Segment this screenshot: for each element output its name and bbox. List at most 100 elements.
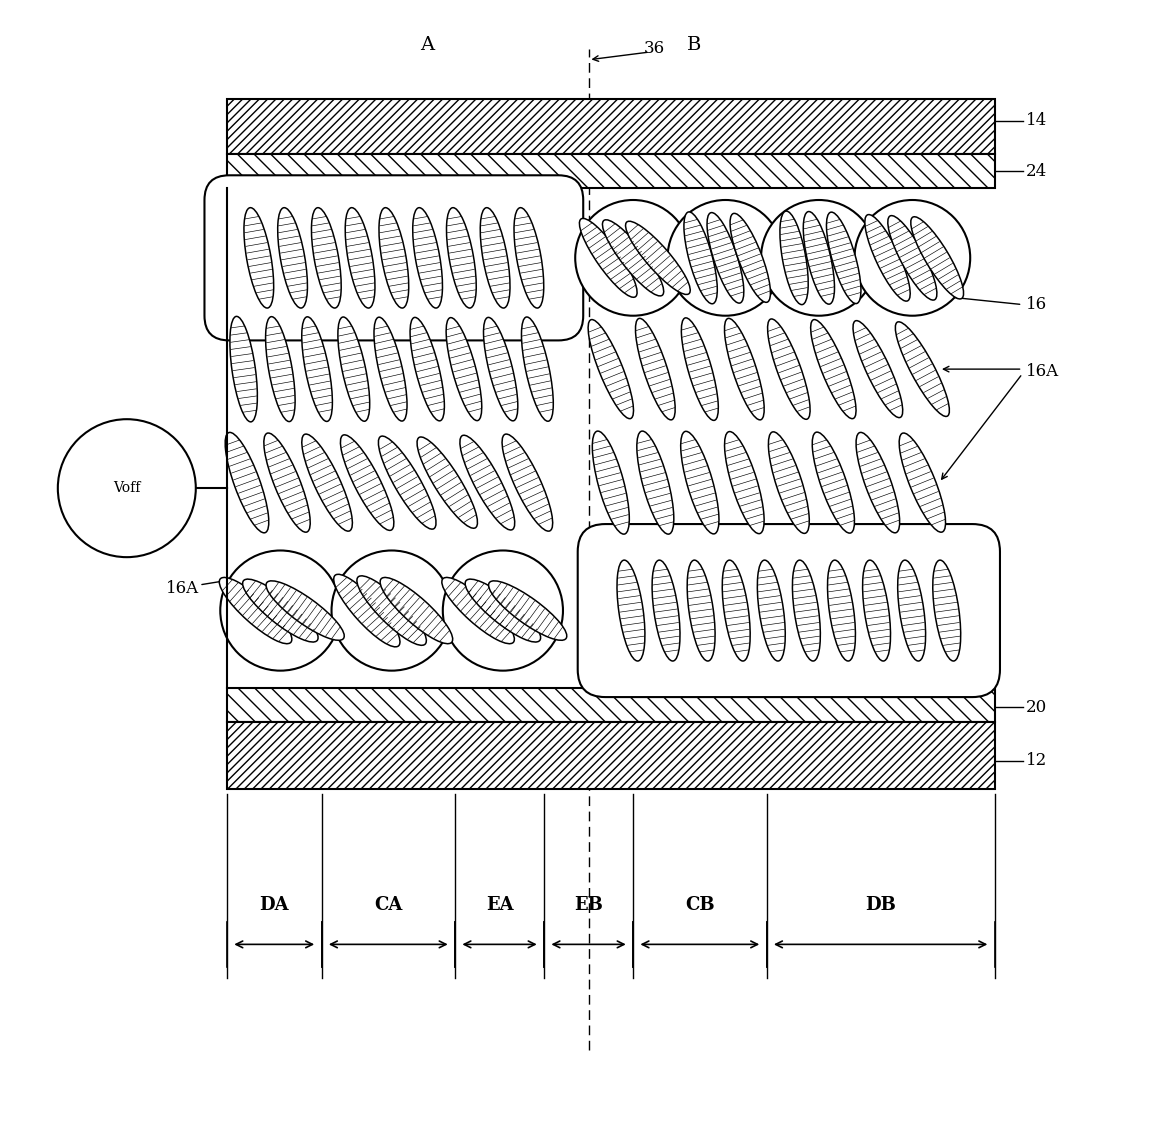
Ellipse shape <box>489 581 567 640</box>
Ellipse shape <box>219 577 292 643</box>
Text: B: B <box>687 36 702 54</box>
Ellipse shape <box>302 317 332 421</box>
Ellipse shape <box>767 319 810 419</box>
Text: 16A: 16A <box>1026 363 1059 380</box>
Text: 14: 14 <box>1026 112 1047 130</box>
Ellipse shape <box>302 434 352 531</box>
Ellipse shape <box>380 577 452 643</box>
Ellipse shape <box>617 560 645 661</box>
Text: EB: EB <box>574 897 603 915</box>
Ellipse shape <box>465 580 541 642</box>
Ellipse shape <box>603 220 663 296</box>
Text: CB: CB <box>684 897 715 915</box>
Ellipse shape <box>311 207 342 308</box>
Ellipse shape <box>266 581 344 640</box>
Ellipse shape <box>687 560 715 661</box>
Ellipse shape <box>898 560 926 661</box>
Ellipse shape <box>810 319 856 418</box>
Ellipse shape <box>413 207 442 308</box>
Ellipse shape <box>484 317 518 420</box>
Ellipse shape <box>722 560 750 661</box>
Ellipse shape <box>637 432 674 534</box>
Text: DA: DA <box>259 897 289 915</box>
Ellipse shape <box>459 435 514 530</box>
Ellipse shape <box>887 215 937 300</box>
Ellipse shape <box>895 322 949 416</box>
Ellipse shape <box>911 216 963 299</box>
Ellipse shape <box>410 317 444 420</box>
Text: A: A <box>420 36 434 54</box>
Ellipse shape <box>635 318 675 420</box>
Circle shape <box>761 200 877 316</box>
Ellipse shape <box>503 434 553 531</box>
Circle shape <box>855 200 970 316</box>
Ellipse shape <box>854 321 902 418</box>
Circle shape <box>575 200 691 316</box>
Ellipse shape <box>243 580 318 642</box>
Ellipse shape <box>333 574 400 647</box>
Ellipse shape <box>340 435 394 530</box>
Ellipse shape <box>521 317 554 421</box>
Ellipse shape <box>768 432 809 534</box>
Ellipse shape <box>793 560 821 661</box>
FancyBboxPatch shape <box>204 175 583 341</box>
Circle shape <box>220 550 340 670</box>
Text: 36: 36 <box>644 40 666 57</box>
Ellipse shape <box>588 319 633 418</box>
Ellipse shape <box>264 433 310 532</box>
Ellipse shape <box>345 207 375 308</box>
Ellipse shape <box>442 577 514 643</box>
Ellipse shape <box>379 436 436 529</box>
FancyBboxPatch shape <box>577 524 1000 697</box>
Ellipse shape <box>707 213 744 303</box>
Ellipse shape <box>266 316 295 421</box>
Text: 24: 24 <box>1026 163 1047 179</box>
Ellipse shape <box>780 211 808 305</box>
Ellipse shape <box>417 437 477 528</box>
Circle shape <box>668 200 784 316</box>
Ellipse shape <box>933 560 961 661</box>
Ellipse shape <box>681 318 718 420</box>
Text: 20: 20 <box>1026 698 1047 716</box>
Ellipse shape <box>865 214 911 302</box>
Text: 16A: 16A <box>166 580 199 596</box>
Text: 12: 12 <box>1026 752 1047 769</box>
Bar <box>227 155 995 187</box>
Ellipse shape <box>863 560 891 661</box>
Ellipse shape <box>828 560 856 661</box>
Ellipse shape <box>724 318 764 420</box>
Ellipse shape <box>625 221 690 295</box>
Circle shape <box>443 550 563 670</box>
Text: EA: EA <box>486 897 513 915</box>
Ellipse shape <box>278 207 308 308</box>
Ellipse shape <box>592 432 630 534</box>
Text: 16: 16 <box>1026 296 1047 313</box>
Bar <box>227 722 995 788</box>
Ellipse shape <box>758 560 785 661</box>
Ellipse shape <box>447 317 482 420</box>
Ellipse shape <box>374 317 407 421</box>
Circle shape <box>331 550 451 670</box>
Bar <box>227 688 995 722</box>
Ellipse shape <box>230 316 258 421</box>
Ellipse shape <box>338 317 370 421</box>
Ellipse shape <box>827 212 861 304</box>
Ellipse shape <box>514 207 543 308</box>
Ellipse shape <box>681 432 719 534</box>
Ellipse shape <box>357 576 427 646</box>
Ellipse shape <box>379 207 409 308</box>
Ellipse shape <box>225 433 269 532</box>
Ellipse shape <box>730 213 771 303</box>
Ellipse shape <box>899 433 946 532</box>
Ellipse shape <box>652 560 680 661</box>
Text: DB: DB <box>865 897 897 915</box>
Ellipse shape <box>856 433 900 532</box>
Bar <box>227 99 995 155</box>
Text: Voff: Voff <box>113 481 140 495</box>
Circle shape <box>58 419 196 557</box>
Ellipse shape <box>244 207 274 308</box>
Ellipse shape <box>580 219 637 297</box>
Ellipse shape <box>447 207 476 308</box>
Text: CA: CA <box>374 897 402 915</box>
Ellipse shape <box>684 212 717 304</box>
